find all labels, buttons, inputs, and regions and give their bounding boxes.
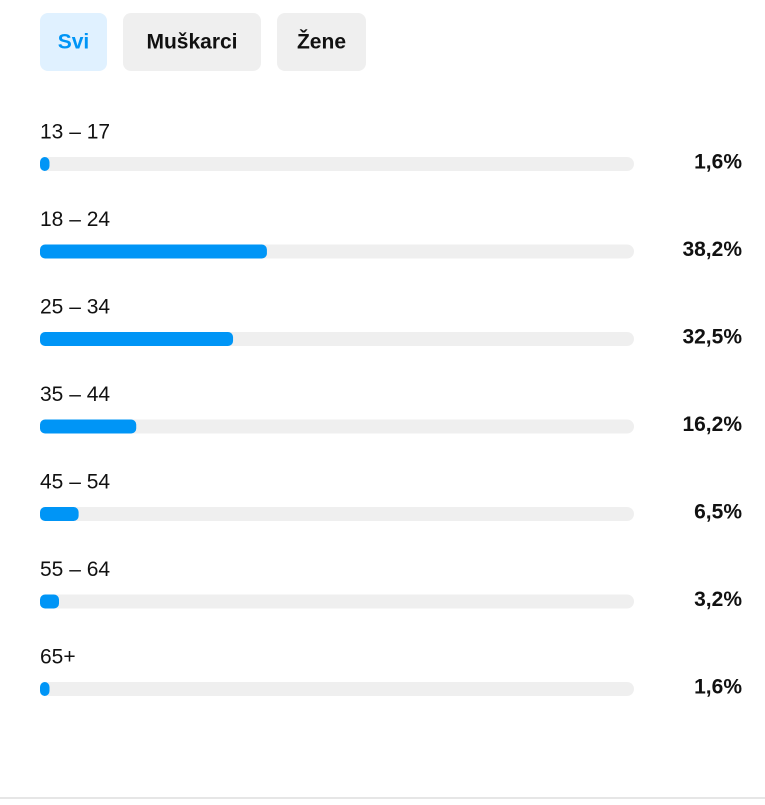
category-label: 45 – 54 <box>40 471 110 494</box>
bar <box>40 332 234 346</box>
category-label: 65+ <box>40 646 76 669</box>
value-label: 16,2% <box>682 413 742 436</box>
bar <box>40 419 137 434</box>
category-label: 13 – 17 <box>40 121 110 144</box>
bar-track <box>40 594 634 609</box>
bar <box>40 507 79 521</box>
bar-track <box>40 507 634 521</box>
category-label: 55 – 64 <box>40 558 110 581</box>
value-label: 38,2% <box>682 238 742 261</box>
bar-track <box>40 419 634 434</box>
bar <box>40 244 267 259</box>
bar <box>40 682 50 696</box>
bar <box>40 594 60 609</box>
category-label: 25 – 34 <box>40 296 110 319</box>
category-label: 18 – 24 <box>40 208 110 231</box>
bar <box>40 157 50 171</box>
value-label: 32,5% <box>682 326 742 349</box>
value-label: 1,6% <box>694 151 742 174</box>
bar-track <box>40 682 634 696</box>
tab-label[interactable]: Svi <box>58 31 90 54</box>
bar-track <box>40 157 634 171</box>
tab-label[interactable]: Žene <box>297 30 346 54</box>
tab[interactable] <box>123 13 261 71</box>
value-label: 1,6% <box>694 676 742 699</box>
category-label: 35 – 44 <box>40 383 110 406</box>
tab[interactable] <box>40 13 107 71</box>
tab[interactable] <box>277 13 366 71</box>
tab-label[interactable]: Muškarci <box>146 31 237 54</box>
value-label: 3,2% <box>694 588 742 611</box>
value-label: 6,5% <box>694 501 742 524</box>
